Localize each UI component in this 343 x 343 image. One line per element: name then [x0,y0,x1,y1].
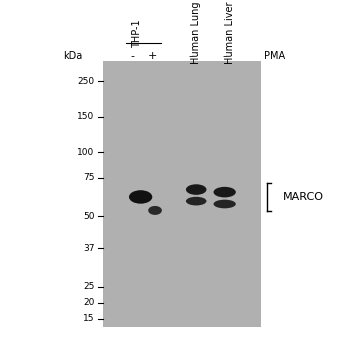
Text: 37: 37 [83,244,94,253]
Text: kDa: kDa [63,51,82,61]
Text: 20: 20 [83,298,94,307]
Ellipse shape [129,190,152,204]
Text: -: - [188,51,192,61]
Text: MARCO: MARCO [283,192,324,202]
Bar [103,60,261,327]
Text: Human Liver: Human Liver [225,2,235,64]
Text: +: + [148,51,157,61]
Ellipse shape [148,206,162,215]
Text: PMA: PMA [264,51,285,61]
Text: THP-1: THP-1 [132,19,142,48]
Text: 150: 150 [77,112,94,121]
Text: -: - [223,51,227,61]
Ellipse shape [186,197,206,205]
Text: Human Lung: Human Lung [191,2,201,64]
Text: 50: 50 [83,212,94,221]
Text: 100: 100 [77,147,94,156]
Text: 250: 250 [77,77,94,86]
Ellipse shape [213,187,236,198]
Text: 15: 15 [83,315,94,323]
Text: 75: 75 [83,173,94,182]
Ellipse shape [186,184,206,195]
Text: 25: 25 [83,282,94,291]
Text: -: - [130,51,134,61]
Ellipse shape [213,200,236,208]
